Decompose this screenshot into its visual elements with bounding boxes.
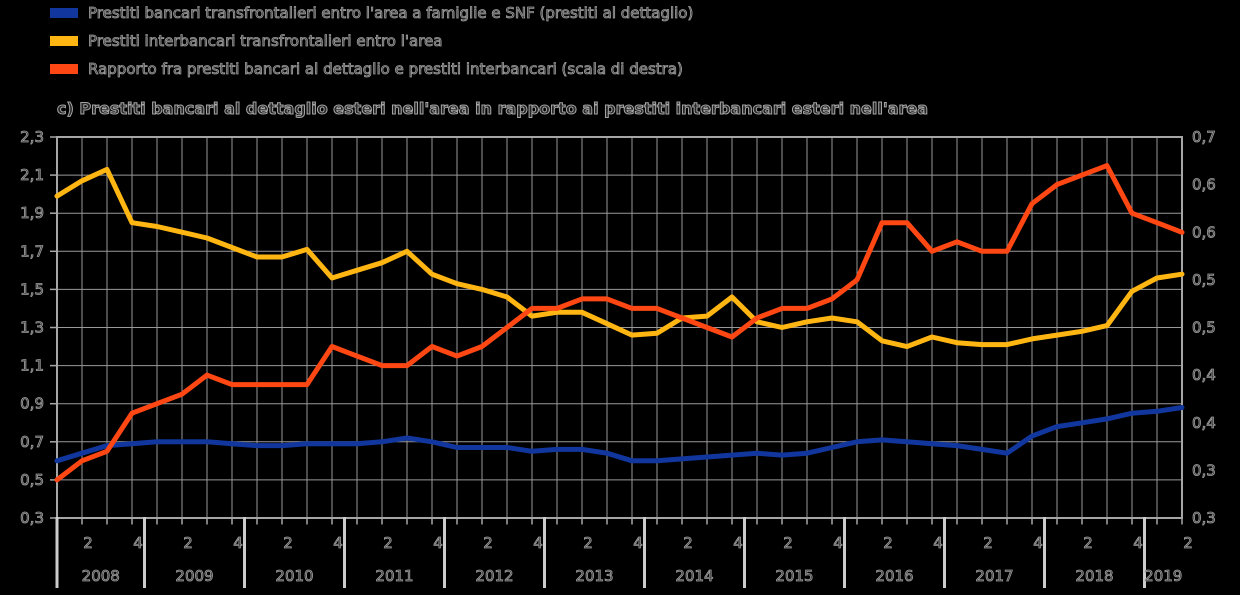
series-line-1 xyxy=(54,166,1185,350)
y-axis-label-left: 0,7 xyxy=(20,433,44,451)
quarter-label: 2 xyxy=(683,534,693,552)
quarter-label: 4 xyxy=(1033,534,1043,552)
y-axis-label-left: 1,5 xyxy=(20,280,44,298)
quarter-label: 4 xyxy=(533,534,543,552)
quarter-label: 4 xyxy=(333,534,343,552)
quarter-label: 4 xyxy=(433,534,443,552)
y-axis-label-right: 0,3 xyxy=(1192,509,1216,527)
year-label: 2011 xyxy=(375,567,413,585)
y-axis-label-left: 1,9 xyxy=(20,204,44,222)
quarter-label: 2 xyxy=(483,534,493,552)
quarter-label: 2 xyxy=(183,534,193,552)
quarter-label: 2 xyxy=(583,534,593,552)
y-axis-label-left: 2,1 xyxy=(20,166,44,184)
quarter-label: 2 xyxy=(1183,534,1193,552)
legend-label-retail-loans: Prestiti bancari transfrontalieri entro … xyxy=(88,4,693,22)
y-axis-label-right: 0,4 xyxy=(1192,366,1216,384)
quarter-label: 4 xyxy=(133,534,143,552)
chart-title: c) Prestiti bancari al dettaglio esteri … xyxy=(57,99,928,118)
year-label: 2018 xyxy=(1075,567,1113,585)
series-line-2 xyxy=(54,163,1185,483)
y-axis-label-left: 1,3 xyxy=(20,319,44,337)
year-label: 2010 xyxy=(275,567,313,585)
series-line-0 xyxy=(54,405,1185,464)
quarter-label: 4 xyxy=(233,534,243,552)
quarter-label: 4 xyxy=(833,534,843,552)
legend-swatch-retail-loans xyxy=(50,8,78,18)
y-axis-label-left: 1,1 xyxy=(20,357,44,375)
quarter-label: 4 xyxy=(1133,534,1143,552)
y-axis-label-left: 2,3 xyxy=(20,128,44,146)
quarter-label: 2 xyxy=(283,534,293,552)
legend-label-ratio: Rapporto fra prestiti bancari al dettagl… xyxy=(88,60,683,78)
quarter-label: 2 xyxy=(383,534,393,552)
y-axis-label-right: 0,4 xyxy=(1192,414,1216,432)
year-label: 2012 xyxy=(475,567,513,585)
y-axis-label-right: 0,7 xyxy=(1192,128,1216,146)
year-label: 2013 xyxy=(575,567,613,585)
year-label: 2008 xyxy=(82,567,120,585)
year-label: 2017 xyxy=(975,567,1013,585)
quarter-label: 2 xyxy=(783,534,793,552)
y-axis-label-right: 0,6 xyxy=(1192,176,1216,194)
quarter-label: 4 xyxy=(933,534,943,552)
year-label: 2009 xyxy=(175,567,213,585)
quarter-label: 2 xyxy=(1083,534,1093,552)
y-axis-label-left: 1,7 xyxy=(20,242,44,260)
y-axis-label-left: 0,5 xyxy=(20,471,44,489)
y-axis-label-right: 0,3 xyxy=(1192,461,1216,479)
quarter-label: 2 xyxy=(983,534,993,552)
legend-label-interbank-loans: Prestiti interbancari transfrontalieri e… xyxy=(88,32,443,50)
y-axis-label-left: 0,9 xyxy=(20,395,44,413)
legend-swatch-ratio xyxy=(50,64,78,74)
legend-swatch-interbank-loans xyxy=(50,36,78,46)
year-label: 2014 xyxy=(675,567,713,585)
quarter-label: 2 xyxy=(883,534,893,552)
quarter-label: 2 xyxy=(83,534,93,552)
y-axis-label-left: 0,3 xyxy=(20,509,44,527)
y-axis-label-right: 0,6 xyxy=(1192,223,1216,241)
quarter-label: 4 xyxy=(733,534,743,552)
y-axis-label-right: 0,5 xyxy=(1192,271,1216,289)
y-axis-label-right: 0,5 xyxy=(1192,319,1216,337)
legend: Prestiti bancari transfrontalieri entro … xyxy=(50,4,694,78)
year-label: 2016 xyxy=(875,567,913,585)
data-series xyxy=(54,163,1185,483)
axes: 2,3 2,1 1,9 1,7 1,5 1,3 1,1 0,9 0,7 0,5 0,3 0,7 0,6 0… xyxy=(20,128,1216,588)
year-label: 2015 xyxy=(775,567,813,585)
quarter-label: 4 xyxy=(633,534,643,552)
year-label: 2019 xyxy=(1144,567,1182,585)
